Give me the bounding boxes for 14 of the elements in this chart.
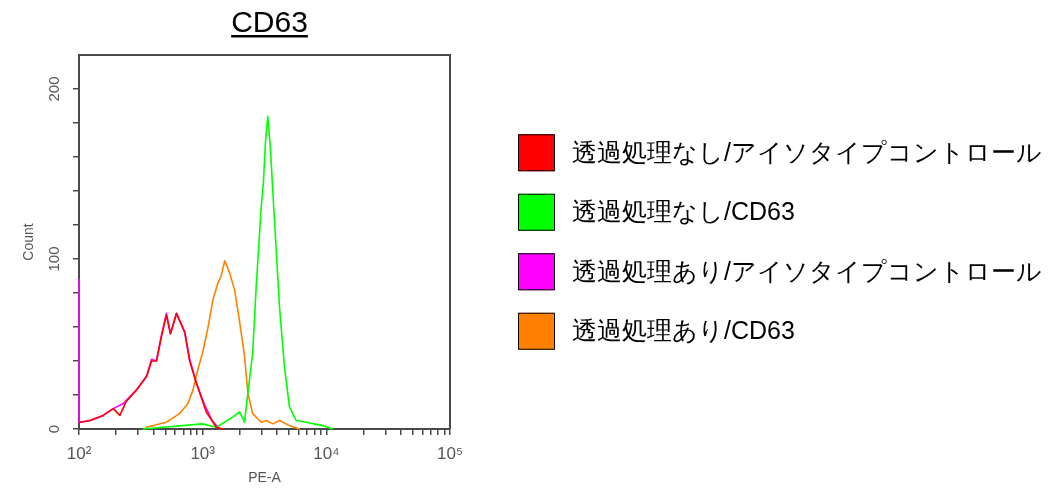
legend-label: 透過処理なし/CD63 [572,197,795,226]
legend-label: 透過処理なし/アイソタイプコントロール [572,137,1042,166]
y-axis-title: Count [20,223,37,261]
x-tick-label: 10⁵ [437,443,463,463]
y-tick-label: 100 [44,246,62,272]
x-tick-label: 10⁴ [313,443,340,463]
x-axis-title: PE-A [248,469,282,486]
y-tick-label: 0 [44,424,62,434]
legend-label: 透過処理あり/アイソタイプコントロール [572,256,1042,285]
chart-title: CD63 [231,5,308,38]
y-tick-label: 200 [44,76,62,102]
legend-label: 透過処理あり/CD63 [572,316,795,345]
x-tick-label: 10³ [190,443,216,463]
x-tick-label: 10² [66,443,92,463]
